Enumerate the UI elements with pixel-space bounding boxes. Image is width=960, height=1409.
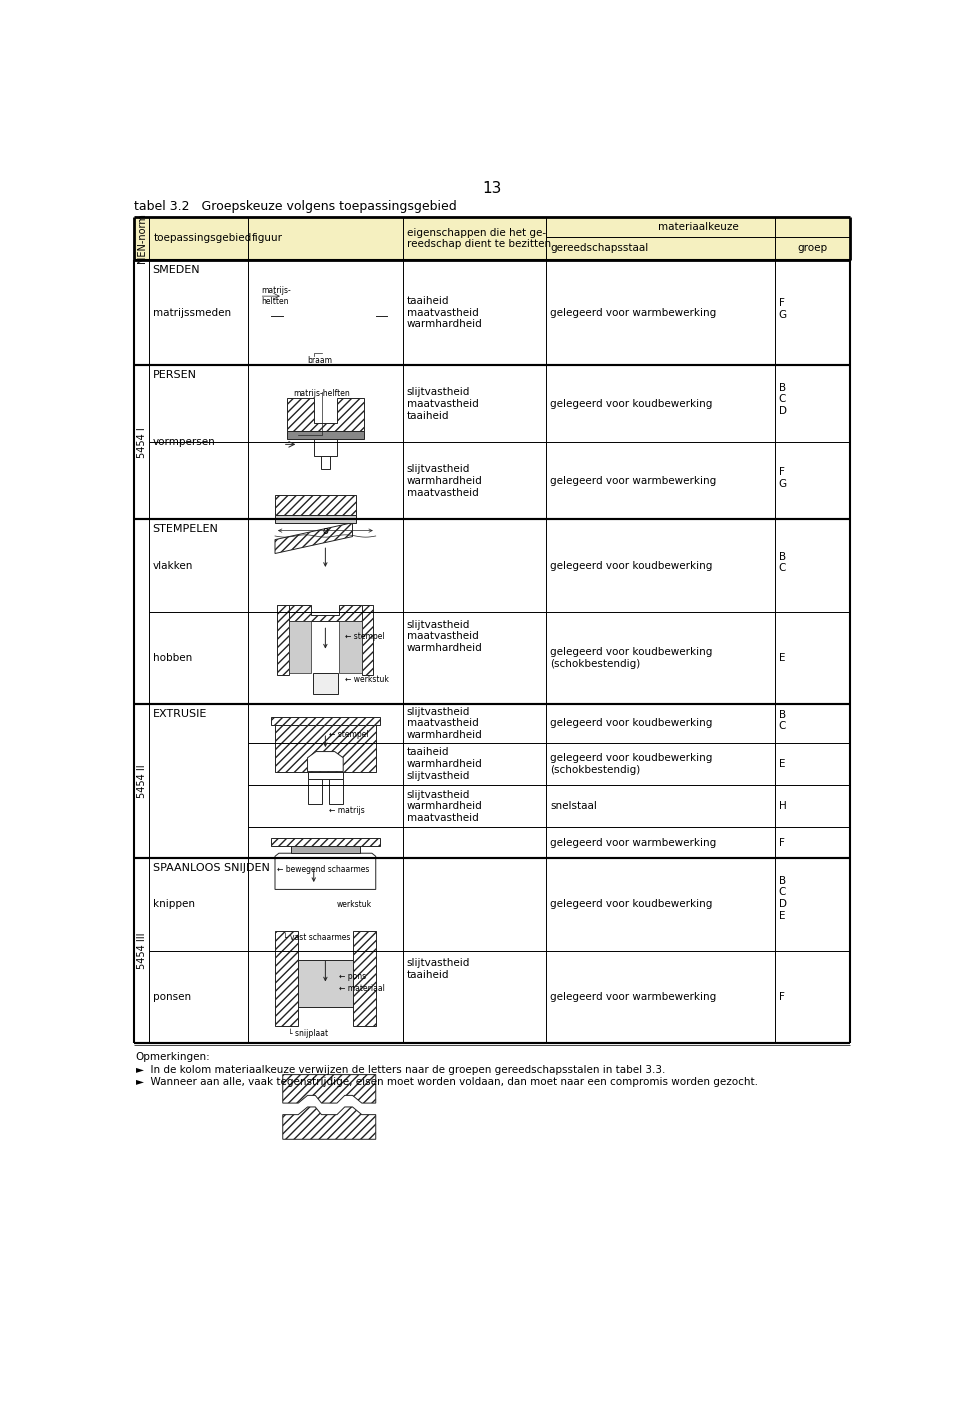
Text: taaiheid
maatvastheid
warmhardheid: taaiheid maatvastheid warmhardheid <box>407 296 483 330</box>
Text: snelstaal: snelstaal <box>550 802 597 812</box>
Text: vlakken: vlakken <box>153 561 193 571</box>
Text: gelegeerd voor koudbewerking: gelegeerd voor koudbewerking <box>550 899 712 909</box>
Polygon shape <box>339 621 362 674</box>
Text: 13: 13 <box>482 180 502 196</box>
Polygon shape <box>329 779 344 805</box>
Text: 5454 I: 5454 I <box>136 427 147 458</box>
Text: B
C: B C <box>779 710 786 731</box>
Text: STEMPELEN: STEMPELEN <box>153 524 219 534</box>
Bar <box>134 217 850 259</box>
Text: toepassingsgebied: toepassingsgebied <box>154 234 252 244</box>
Text: ← materiaal: ← materiaal <box>339 983 385 993</box>
Text: werkstuk: werkstuk <box>337 900 372 909</box>
Text: F: F <box>779 838 784 848</box>
Text: vormpersen: vormpersen <box>153 437 215 448</box>
Polygon shape <box>289 606 362 621</box>
Polygon shape <box>277 606 289 675</box>
Text: E: E <box>779 759 785 769</box>
Text: 5454 II: 5454 II <box>136 765 147 797</box>
Text: matrijssmeden: matrijssmeden <box>153 307 230 317</box>
Polygon shape <box>283 1107 375 1140</box>
Text: tabel 3.2   Groepskeuze volgens toepassingsgebied: tabel 3.2 Groepskeuze volgens toepassing… <box>134 200 457 213</box>
Text: groep: groep <box>798 244 828 254</box>
Text: F
G: F G <box>779 466 787 489</box>
Text: B
C: B C <box>779 552 786 573</box>
Text: materiaalkeuze: materiaalkeuze <box>658 221 738 232</box>
Polygon shape <box>313 674 338 693</box>
Text: B
C
D
E: B C D E <box>779 876 787 920</box>
Text: 5454 III: 5454 III <box>136 933 147 969</box>
Polygon shape <box>307 751 344 772</box>
Text: eigenschappen die het ge-
reedschap dient te bezitten: eigenschappen die het ge- reedschap dien… <box>407 228 551 249</box>
Polygon shape <box>283 1075 375 1103</box>
Text: figuur: figuur <box>252 234 283 244</box>
Text: ponsen: ponsen <box>153 992 191 1002</box>
Text: SPAANLOOS SNIJDEN: SPAANLOOS SNIJDEN <box>153 862 270 872</box>
Polygon shape <box>299 960 352 1007</box>
Text: ← werkstuk: ← werkstuk <box>345 675 389 683</box>
Text: B
C
D: B C D <box>779 383 787 416</box>
Text: gelegeerd voor koudbewerking: gelegeerd voor koudbewerking <box>550 399 712 409</box>
Text: Opmerkingen:: Opmerkingen: <box>135 1053 210 1062</box>
Text: E: E <box>779 652 785 664</box>
Text: EXTRUSIE: EXTRUSIE <box>153 709 207 719</box>
Text: hobben: hobben <box>153 652 192 664</box>
Text: braam: braam <box>307 356 332 365</box>
Text: matrijs-
heltten: matrijs- heltten <box>261 286 291 306</box>
Text: └ vast schaarmes: └ vast schaarmes <box>283 934 350 943</box>
Text: ← stempel: ← stempel <box>329 730 369 740</box>
Text: slijtvastheid
warmhardheid
maatvastheid: slijtvastheid warmhardheid maatvastheid <box>407 465 483 497</box>
Polygon shape <box>271 838 379 845</box>
Polygon shape <box>275 724 375 772</box>
Polygon shape <box>291 845 360 854</box>
Text: PERSEN: PERSEN <box>153 371 197 380</box>
Text: gelegeerd voor warmbewerking: gelegeerd voor warmbewerking <box>550 307 716 317</box>
Text: gereedschapsstaal: gereedschapsstaal <box>550 244 648 254</box>
Text: taaiheid
warmhardheid
slijtvastheid: taaiheid warmhardheid slijtvastheid <box>407 747 483 781</box>
Polygon shape <box>275 495 356 516</box>
Polygon shape <box>271 717 379 724</box>
Text: └ snijplaat: └ snijplaat <box>288 1029 328 1038</box>
Text: ← matrijs: ← matrijs <box>329 806 365 814</box>
Text: slijtvastheid
maatvastheid
taaiheid: slijtvastheid maatvastheid taaiheid <box>407 387 478 420</box>
Text: SMEDEN: SMEDEN <box>153 265 201 275</box>
Text: ►  In de kolom materiaalkeuze verwijzen de letters naar de groepen gereedschapss: ► In de kolom materiaalkeuze verwijzen d… <box>135 1065 665 1075</box>
Polygon shape <box>362 606 373 675</box>
Text: gelegeerd voor koudbewerking: gelegeerd voor koudbewerking <box>550 719 712 728</box>
Text: F: F <box>779 992 784 1002</box>
Text: H: H <box>779 802 786 812</box>
Text: gelegeerd voor koudbewerking
(schokbestendig): gelegeerd voor koudbewerking (schokbeste… <box>550 752 712 775</box>
Polygon shape <box>275 854 375 889</box>
Text: gelegeerd voor warmbewerking: gelegeerd voor warmbewerking <box>550 992 716 1002</box>
Text: gelegeerd voor warmbewerking: gelegeerd voor warmbewerking <box>550 838 716 848</box>
Text: ← stempel: ← stempel <box>345 633 384 641</box>
Text: gelegeerd voor koudbewerking: gelegeerd voor koudbewerking <box>550 561 712 571</box>
Polygon shape <box>275 516 356 523</box>
Polygon shape <box>352 931 375 1026</box>
Polygon shape <box>314 438 337 455</box>
Polygon shape <box>287 397 364 431</box>
Polygon shape <box>307 772 344 779</box>
Text: NEN-norm: NEN-norm <box>136 213 147 263</box>
Text: gelegeerd voor koudbewerking
(schokbestendig): gelegeerd voor koudbewerking (schokbeste… <box>550 647 712 669</box>
Text: ø: ø <box>323 526 328 535</box>
Polygon shape <box>275 523 352 554</box>
Text: slijtvastheid
taaiheid: slijtvastheid taaiheid <box>407 958 470 979</box>
Text: ← pons: ← pons <box>339 972 367 981</box>
Text: slijtvastheid
maatvastheid
warmhardheid: slijtvastheid maatvastheid warmhardheid <box>407 707 483 740</box>
Text: ← bewegend schaarmes: ← bewegend schaarmes <box>277 865 370 874</box>
Polygon shape <box>321 455 330 469</box>
Text: slijtvastheid
warmhardheid
maatvastheid: slijtvastheid warmhardheid maatvastheid <box>407 789 483 823</box>
Polygon shape <box>289 621 311 674</box>
Polygon shape <box>307 779 322 805</box>
Text: F
G: F G <box>779 299 787 320</box>
Text: slijtvastheid
maatvastheid
warmhardheid: slijtvastheid maatvastheid warmhardheid <box>407 620 483 652</box>
Text: knippen: knippen <box>153 899 195 909</box>
Polygon shape <box>275 931 299 1026</box>
Polygon shape <box>287 431 364 438</box>
Text: ►  Wanneer aan alle, vaak tegenstrijdige, eisen moet worden voldaan, dan moet na: ► Wanneer aan alle, vaak tegenstrijdige,… <box>135 1076 757 1086</box>
Text: gelegeerd voor warmbewerking: gelegeerd voor warmbewerking <box>550 476 716 486</box>
Text: matrijs-helften: matrijs-helften <box>293 389 349 397</box>
